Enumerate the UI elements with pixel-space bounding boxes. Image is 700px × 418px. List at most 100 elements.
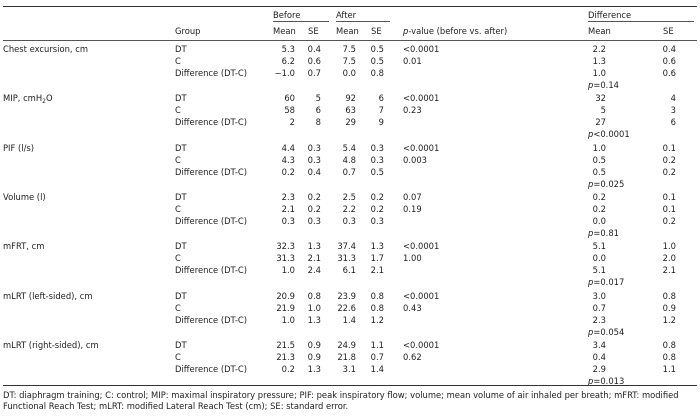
- group-cell: DT: [175, 241, 187, 252]
- measure-label: mLRT (left-sided), cm: [3, 291, 93, 301]
- header-before-se: SE: [308, 26, 319, 36]
- before-mean-cell: 58: [284, 105, 295, 116]
- after-se-cell: 0.3: [370, 142, 384, 153]
- difference-mean-cell: 5.1: [592, 241, 606, 252]
- p-value-cell: 0.43: [403, 302, 422, 313]
- difference-se-cell: 4: [670, 93, 676, 104]
- group-cell: Difference (DT-C): [175, 363, 248, 374]
- difference-mean-cell: 0.0: [592, 215, 606, 226]
- group-cell: DT: [175, 290, 187, 301]
- before-se-cell: 0.2: [307, 203, 321, 214]
- difference-mean-cell: 5: [600, 105, 606, 116]
- p-italic: p: [588, 129, 594, 140]
- after-mean-cell: 37.4: [337, 241, 356, 252]
- difference-p-value-text: =0.81: [593, 227, 619, 238]
- before-mean-cell: 0.2: [281, 166, 295, 177]
- measure-label: mFRT, cm: [3, 241, 44, 251]
- after-se-cell: 9: [378, 117, 384, 128]
- before-mean-cell: 2: [289, 117, 295, 128]
- p-value-cell: 1.00: [403, 253, 422, 264]
- after-mean-cell: 4.8: [342, 154, 356, 165]
- before-se-cell: 0.3: [307, 215, 321, 226]
- difference-p-value-text: =0.025: [593, 178, 625, 189]
- after-se-cell: 0.5: [370, 44, 384, 54]
- p-value-cell: 0.23: [403, 105, 422, 116]
- difference-se-cell: 2.1: [662, 265, 676, 276]
- table-footnote: DT: diaphragm training; C: control; MIP:…: [3, 390, 679, 411]
- before-mean-cell: 20.9: [276, 290, 295, 301]
- before-se-cell: 0.3: [307, 154, 321, 165]
- before-mean-cell: 2.3: [281, 191, 295, 202]
- group-cell: Difference (DT-C): [175, 166, 248, 177]
- header-after: After: [336, 10, 357, 20]
- measure-label: Chest excursion, cm: [3, 44, 88, 54]
- difference-se-cell: 0.6: [662, 68, 676, 78]
- difference-p-value: p=0.054: [588, 327, 624, 337]
- group-cell: DT: [175, 44, 187, 54]
- difference-span-rule: [588, 21, 694, 22]
- difference-mean-cell: 3.0: [592, 290, 606, 301]
- difference-mean-cell: 0.5: [592, 166, 606, 177]
- difference-p-value: p=0.025: [588, 179, 624, 189]
- group-cell: C: [175, 351, 181, 362]
- difference-p-value: p<0.0001: [588, 129, 630, 139]
- group-cell: DT: [175, 93, 187, 104]
- before-se-cell: 5: [315, 93, 321, 104]
- difference-se-cell: 1.2: [662, 314, 676, 325]
- difference-se-cell: 3: [670, 105, 676, 116]
- header-difference-se: SE: [663, 26, 674, 36]
- group-cell: Difference (DT-C): [175, 68, 248, 78]
- header-after-mean: Mean: [336, 26, 359, 36]
- after-se-cell: 1.2: [370, 314, 384, 325]
- p-value-cell: 0.19: [403, 203, 422, 214]
- difference-se-cell: 0.8: [662, 351, 676, 362]
- difference-se-cell: 2.0: [662, 253, 676, 264]
- before-se-cell: 6: [315, 105, 321, 116]
- after-se-cell: 0.8: [370, 302, 384, 313]
- after-se-cell: 0.5: [370, 166, 384, 177]
- p-value-cell: <0.0001: [403, 290, 440, 301]
- after-mean-cell: 3.1: [342, 363, 356, 374]
- after-se-cell: 0.2: [370, 191, 384, 202]
- after-mean-cell: 31.3: [337, 253, 356, 264]
- before-mean-cell: 60: [284, 93, 295, 104]
- difference-se-cell: 0.2: [662, 215, 676, 226]
- difference-p-value: p=0.14: [588, 80, 619, 90]
- after-mean-cell: 22.6: [337, 302, 356, 313]
- p-value-cell: 0.07: [403, 191, 422, 202]
- after-se-cell: 6: [378, 93, 384, 104]
- group-cell: Difference (DT-C): [175, 215, 248, 226]
- measure-label-text: PIF (l/s): [3, 142, 35, 153]
- p-value-cell: 0.01: [403, 56, 422, 66]
- after-mean-cell: 24.9: [337, 339, 356, 350]
- measure-label: mLRT (right-sided), cm: [3, 340, 99, 350]
- difference-se-cell: 0.6: [662, 56, 676, 66]
- p-italic: p: [403, 26, 409, 36]
- after-se-cell: 0.5: [370, 56, 384, 66]
- difference-se-cell: 6: [670, 117, 676, 128]
- header-after-se: SE: [371, 26, 382, 36]
- before-se-cell: 1.3: [307, 241, 321, 252]
- difference-se-cell: 0.8: [662, 290, 676, 301]
- before-se-cell: 1.3: [307, 314, 321, 325]
- p-italic: p: [588, 277, 594, 288]
- difference-p-value-text: =0.017: [593, 277, 625, 288]
- group-cell: C: [175, 154, 181, 165]
- measure-label-text: mFRT, cm: [3, 241, 45, 252]
- measure-label: MIP, cmH2O: [3, 93, 53, 105]
- after-se-cell: 1.1: [370, 339, 384, 350]
- difference-se-cell: 0.2: [662, 154, 676, 165]
- after-mean-cell: 0.0: [342, 68, 356, 78]
- measure-label-suffix: O: [45, 93, 53, 104]
- difference-mean-cell: 0.2: [592, 203, 606, 214]
- before-mean-cell: 1.0: [281, 314, 295, 325]
- difference-mean-cell: 32: [595, 93, 606, 104]
- after-se-cell: 0.8: [370, 68, 384, 78]
- p-italic: p: [588, 375, 594, 386]
- header-before-mean: Mean: [273, 26, 296, 36]
- difference-p-value-text: =0.054: [593, 326, 625, 337]
- after-se-cell: 2.1: [370, 265, 384, 276]
- after-mean-cell: 1.4: [342, 314, 356, 325]
- p-italic: p: [588, 326, 594, 337]
- after-mean-cell: 6.1: [342, 265, 356, 276]
